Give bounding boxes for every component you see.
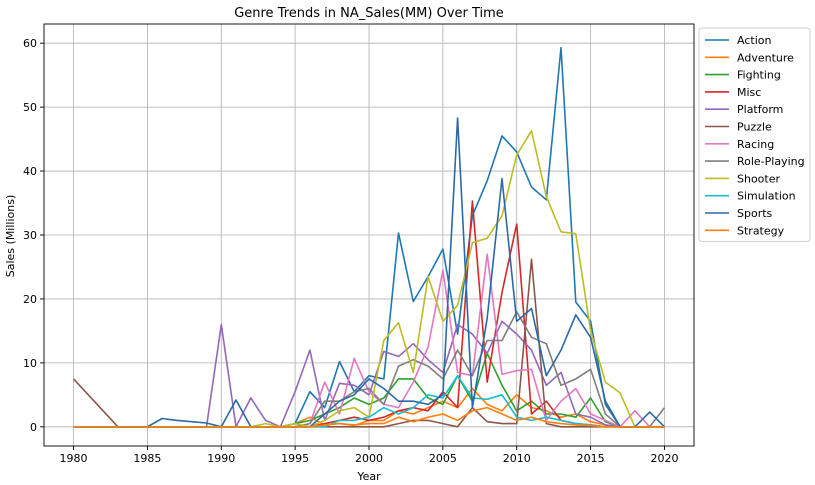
series-lines [72,46,666,428]
x-tick-label: 1995 [281,452,309,465]
legend-label-racing: Racing [737,138,774,151]
legend-label-adventure: Adventure [737,51,794,64]
legend-label-misc: Misc [737,86,761,99]
legend-label-fighting: Fighting [737,69,781,82]
legend-box [698,27,811,243]
series-line-sports [73,117,666,428]
y-tick-label: 50 [23,101,37,114]
legend-label-action: Action [737,34,771,47]
y-tick-label: 0 [30,421,37,434]
legend-label-sports: Sports [737,207,773,220]
x-tick-label: 2015 [577,452,605,465]
y-tick-label: 20 [23,293,37,306]
y-tick-label: 40 [23,165,37,178]
grid [44,24,694,446]
legend-label-role-playing: Role-Playing [737,155,805,168]
legend-label-puzzle: Puzzle [737,121,772,134]
series-line-strategy [73,406,665,428]
x-tick-label: 1990 [207,452,235,465]
y-axis: 0 10 20 30 40 50 60 [23,37,44,434]
chart-title: Genre Trends in NA_Sales(MM) Over Time [234,6,504,21]
legend-label-strategy: Strategy [737,224,785,237]
y-tick-label: 10 [23,357,37,370]
legend-label-shooter: Shooter [737,172,780,185]
x-tick-label: 2000 [355,452,383,465]
legend-label-simulation: Simulation [737,190,796,203]
x-tick-label: 2020 [650,452,678,465]
x-axis-title: Year [356,470,381,483]
x-tick-label: 2010 [503,452,531,465]
y-axis-title: Sales (Millions) [4,195,17,278]
x-axis: 1980 1985 1990 1995 2000 2005 2010 2015 2020 [60,446,678,465]
legend: Action Adventure Fighting Misc Platform Puzzl… [698,27,811,243]
x-tick-label: 1985 [133,452,161,465]
legend-label-platform: Platform [737,103,783,116]
y-tick-label: 30 [23,229,37,242]
x-tick-label: 1980 [60,452,88,465]
y-tick-label: 60 [23,37,37,50]
x-tick-label: 2005 [429,452,457,465]
